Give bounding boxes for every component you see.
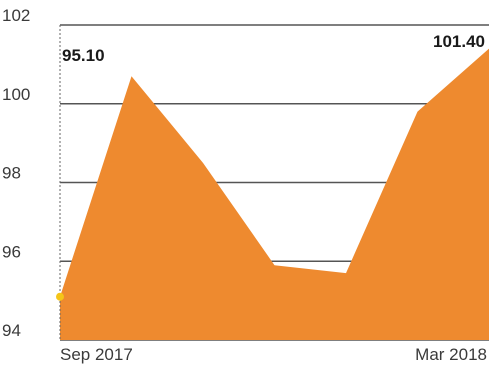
y-tick-102: 102	[2, 6, 30, 25]
annotation-label-0: 95.10	[62, 46, 105, 65]
x-axis-labels: Sep 2017 Mar 2018	[60, 345, 487, 364]
value-annotations: 95.10 101.40	[62, 32, 485, 65]
area-series	[60, 48, 489, 340]
y-tick-98: 98	[2, 164, 21, 183]
y-tick-96: 96	[2, 242, 21, 261]
x-tick-end: Mar 2018	[415, 345, 487, 364]
x-tick-start: Sep 2017	[60, 345, 133, 364]
y-axis-labels: 94 96 98 100 102	[2, 6, 30, 340]
y-tick-100: 100	[2, 85, 30, 104]
y-tick-94: 94	[2, 321, 21, 340]
annotation-label-1: 101.40	[433, 32, 485, 51]
start-point-marker	[56, 292, 64, 301]
